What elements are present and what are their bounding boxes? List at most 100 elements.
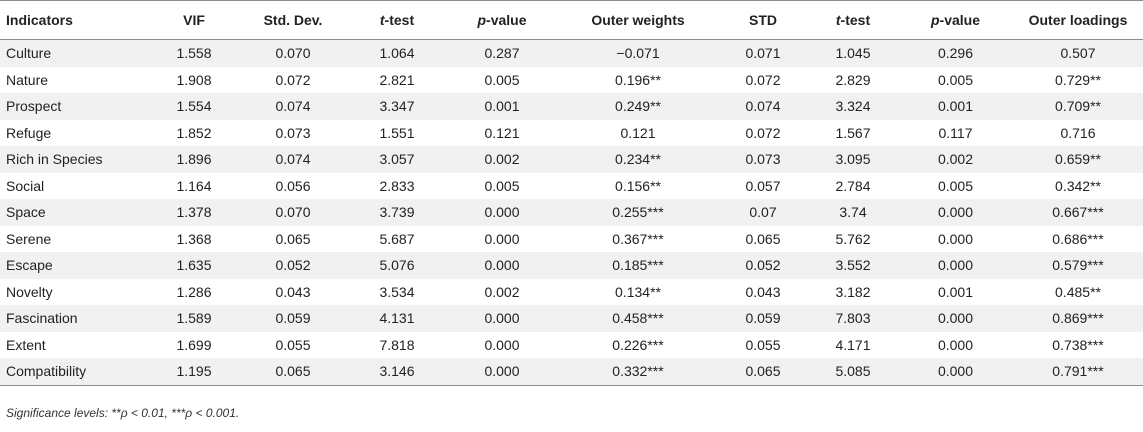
indicator-name-cell: Culture	[0, 39, 150, 67]
indicator-name-cell: Refuge	[0, 119, 150, 146]
value-cell: 0.071	[718, 39, 808, 67]
value-cell: 0.005	[898, 172, 1013, 199]
value-cell: 0.07	[718, 199, 808, 226]
value-cell: 0.332***	[558, 358, 718, 386]
header-text: STD	[749, 12, 777, 28]
value-cell: 0.072	[718, 119, 808, 146]
value-cell: 1.908	[150, 66, 238, 93]
header-text: Std. Dev.	[263, 12, 323, 28]
value-cell: 1.551	[348, 119, 446, 146]
value-cell: 0.002	[446, 278, 558, 305]
value-cell: 3.74	[808, 199, 898, 226]
value-cell: 3.534	[348, 278, 446, 305]
value-cell: 0.296	[898, 39, 1013, 67]
value-cell: 3.552	[808, 252, 898, 279]
value-cell: 0.000	[446, 199, 558, 226]
value-cell: 0.117	[898, 119, 1013, 146]
header-italic-part: t	[379, 12, 385, 28]
value-cell: 0.000	[898, 225, 1013, 252]
value-cell: 1.852	[150, 119, 238, 146]
value-cell: 1.558	[150, 39, 238, 67]
table-row: Space 1.378 0.070 3.739 0.000 0.255*** 0.07 3.7…	[0, 199, 1143, 226]
value-cell: 7.803	[808, 305, 898, 332]
table-row: Social 1.164 0.056 2.833 0.005 0.156** 0.057 2.…	[0, 172, 1143, 199]
value-cell: 4.131	[348, 305, 446, 332]
value-cell: 3.739	[348, 199, 446, 226]
table-row: Rich in Species 1.896 0.074 3.057 0.002 0.234…	[0, 146, 1143, 173]
column-header: Indicators	[0, 0, 150, 40]
column-header: VIF	[150, 0, 238, 40]
value-cell: 0.074	[238, 93, 348, 120]
value-cell: 0.074	[718, 93, 808, 120]
value-cell: 0.057	[718, 172, 808, 199]
value-cell: 0.234**	[558, 146, 718, 173]
column-header: Std. Dev.	[238, 0, 348, 40]
value-cell: 1.164	[150, 172, 238, 199]
value-cell: 0.000	[898, 331, 1013, 358]
value-cell: 1.589	[150, 305, 238, 332]
value-cell: 0.000	[446, 331, 558, 358]
value-cell: 4.171	[808, 331, 898, 358]
value-cell: 0.709**	[1013, 93, 1143, 120]
value-cell: 2.829	[808, 66, 898, 93]
value-cell: 0.065	[718, 225, 808, 252]
value-cell: 0.342**	[1013, 172, 1143, 199]
value-cell: 0.059	[718, 305, 808, 332]
column-header: p-value	[446, 0, 558, 40]
header-text: VIF	[183, 12, 205, 28]
table-row: Novelty 1.286 0.043 3.534 0.002 0.134** 0.043 3…	[0, 278, 1143, 305]
header-text: -test	[840, 12, 871, 28]
header-text: -test	[384, 12, 415, 28]
table-row: Nature 1.908 0.072 2.821 0.005 0.196** 0.072 2.…	[0, 66, 1143, 93]
value-cell: 0.074	[238, 146, 348, 173]
header-italic-part: p	[930, 12, 940, 28]
value-cell: 0.052	[238, 252, 348, 279]
indicator-name-cell: Fascination	[0, 305, 150, 332]
value-cell: 0.059	[238, 305, 348, 332]
value-cell: 0.121	[558, 119, 718, 146]
value-cell: 0.073	[238, 119, 348, 146]
value-cell: 0.056	[238, 172, 348, 199]
value-cell: 0.000	[446, 305, 558, 332]
value-cell: 0.367***	[558, 225, 718, 252]
value-cell: 0.055	[718, 331, 808, 358]
value-cell: 1.635	[150, 252, 238, 279]
indicator-name-cell: Rich in Species	[0, 146, 150, 173]
value-cell: 0.002	[898, 146, 1013, 173]
value-cell: 0.070	[238, 199, 348, 226]
column-header: STD	[718, 0, 808, 40]
value-cell: 0.052	[718, 252, 808, 279]
value-cell: 0.005	[898, 66, 1013, 93]
value-cell: 0.000	[446, 252, 558, 279]
value-cell: 0.686***	[1013, 225, 1143, 252]
value-cell: 0.001	[898, 278, 1013, 305]
header-italic-part: p	[477, 12, 487, 28]
value-cell: 2.833	[348, 172, 446, 199]
value-cell: 0.226***	[558, 331, 718, 358]
value-cell: 5.085	[808, 358, 898, 386]
value-cell: 3.146	[348, 358, 446, 386]
table-row: Serene 1.368 0.065 5.687 0.000 0.367*** 0.065 5…	[0, 225, 1143, 252]
table-row: Fascination 1.589 0.059 4.131 0.000 0.458*** 0…	[0, 305, 1143, 332]
value-cell: 3.182	[808, 278, 898, 305]
indicator-name-cell: Prospect	[0, 93, 150, 120]
header-text: -value	[486, 12, 527, 28]
column-header: t-test	[348, 0, 446, 40]
value-cell: 0.287	[446, 39, 558, 67]
value-cell: 1.045	[808, 39, 898, 67]
value-cell: 1.064	[348, 39, 446, 67]
results-table: Indicators VIF Std. Dev. t-test p-value Outer…	[0, 0, 1143, 386]
value-cell: 0.001	[898, 93, 1013, 120]
value-cell: 0.000	[898, 305, 1013, 332]
value-cell: 1.896	[150, 146, 238, 173]
value-cell: 0.001	[446, 93, 558, 120]
value-cell: 0.507	[1013, 39, 1143, 67]
table-footnote: Significance levels: **ρ < 0.01, ***ρ < …	[6, 406, 240, 420]
indicator-name-cell: Novelty	[0, 278, 150, 305]
indicator-name-cell: Compatibility	[0, 358, 150, 386]
value-cell: 0.065	[238, 358, 348, 386]
value-cell: 0.000	[898, 199, 1013, 226]
value-cell: 0.043	[718, 278, 808, 305]
value-cell: 0.249**	[558, 93, 718, 120]
